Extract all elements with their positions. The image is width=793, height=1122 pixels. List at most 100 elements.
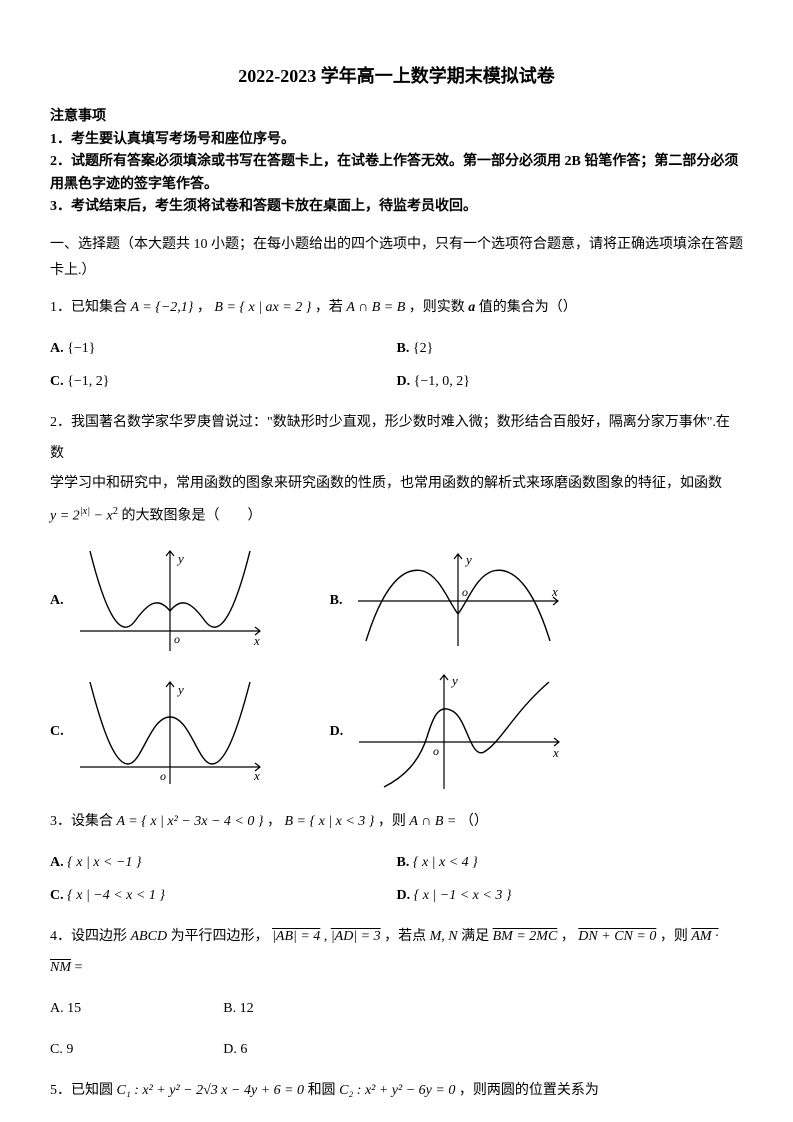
q3-optB-l: B. — [397, 855, 410, 870]
q1-optC: C. {−1, 2} — [50, 365, 397, 398]
instr-3: 3．考试结束后，考生须将试卷和答题卡放在桌面上，待监考员收回。 — [50, 196, 743, 218]
origin-label: o — [433, 744, 439, 758]
q3-optC-v: { x | −4 < x < 1 } — [67, 888, 165, 903]
q1-prefix: 1．已知集合 — [50, 300, 131, 315]
q3-optC: C. { x | −4 < x < 1 } — [50, 879, 397, 912]
q2-graphB: B. y x o — [330, 541, 569, 661]
q4-optA-l: A. — [50, 1001, 64, 1016]
q3-optB: B. { x | x < 4 } — [397, 846, 744, 879]
q2-fn-pre: y = 2 — [50, 509, 80, 524]
q2-graphs-row1: A. y x o B. y x o — [50, 541, 743, 661]
q4-optC: C. 9 — [50, 1033, 223, 1066]
q3-optA-v: { x | x < −1 } — [67, 855, 141, 870]
q2-fn-suf: 的大致图象是（ ） — [118, 509, 262, 524]
origin-label: o — [160, 769, 166, 783]
question-4: 4．设四边形 ABCD 为平行四边形， |AB| = 4 , |AD| = 3 … — [50, 922, 743, 984]
q4-m1: 为平行四边形， — [171, 929, 269, 944]
q2-graphA: A. y x o — [50, 541, 270, 661]
q3-m1: ， — [267, 814, 285, 829]
q4-mn: M, N — [430, 929, 458, 944]
q2-plotA-svg: y x o — [70, 541, 270, 661]
q4-eq2: DN + CN = 0 — [578, 929, 656, 944]
axis-x-label: x — [551, 584, 558, 599]
q4-optD: D. 6 — [223, 1033, 396, 1066]
origin-label: o — [462, 585, 468, 599]
q1-suffix: 值的集合为（） — [479, 300, 577, 315]
q3-suffix: （） — [460, 814, 488, 829]
q1-optA-l: A. — [50, 341, 64, 356]
instr-1: 1．考生要认真填写考场号和座位序号。 — [50, 129, 743, 151]
q2-plotC-svg: y x o — [70, 672, 270, 792]
instructions: 注意事项 1．考生要认真填写考场号和座位序号。 2．试题所有答案必须填涂或书写在… — [50, 106, 743, 218]
axis-x-label: x — [253, 633, 260, 648]
q5-m1: 和圆 — [308, 1083, 340, 1098]
q3-prefix: 3．设集合 — [50, 814, 117, 829]
q3-optA: A. { x | x < −1 } — [50, 846, 397, 879]
axis-x-label: x — [552, 745, 559, 760]
q4-m3: ，若点 — [384, 929, 430, 944]
q3-optA-l: A. — [50, 855, 64, 870]
q5-c1: : x² + y² − 2√3 x − 4y + 6 = 0 — [134, 1083, 304, 1098]
q4-optB-v: 12 — [240, 1001, 254, 1016]
q4-optA: A. 15 — [50, 992, 223, 1025]
q4-eq1: BM = 2MC — [493, 929, 558, 944]
q1-optB: B. {2} — [397, 332, 744, 365]
q5-c2l: C₂ — [339, 1083, 353, 1098]
axis-x-label: x — [253, 768, 260, 783]
q3-optD: D. { x | −1 < x < 3 } — [397, 879, 744, 912]
q2-fn-mid: − x — [90, 509, 113, 524]
q1-optD-v: {−1, 0, 2} — [414, 374, 470, 389]
q1-setA: A = {−2,1} — [131, 300, 194, 315]
page-title: 2022-2023 学年高一上数学期末模拟试卷 — [50, 60, 743, 92]
q3-optD-l: D. — [397, 888, 411, 903]
q1-optC-l: C. — [50, 374, 64, 389]
q1-m1: ， — [197, 300, 215, 315]
q4-break — [50, 1025, 743, 1033]
q3-setA: A = { x | x² − 3x − 4 < 0 } — [117, 814, 264, 829]
question-1: 1．已知集合 A = {−2,1} ， B = { x | ax = 2 } ，… — [50, 293, 743, 324]
q2-labelC: C. — [50, 719, 64, 744]
q3-optC-l: C. — [50, 888, 64, 903]
q5-suffix: ，则两圆的位置关系为 — [459, 1083, 599, 1098]
q2-l2: 学学习中和研究中，常用函数的图象来研究函数的性质，也常用函数的解析式来琢磨函数图… — [50, 469, 743, 500]
q2-fn: y = 2|x| − x2 的大致图象是（ ） — [50, 500, 743, 532]
q4-options: A. 15 B. 12 C. 9 D. 6 — [50, 992, 743, 1066]
q1-cond: A ∩ B = B — [346, 300, 405, 315]
q4-m6: ，则 — [660, 929, 692, 944]
q1-optD-l: D. — [397, 374, 411, 389]
q4-ad: |AD| = 3 — [331, 929, 381, 944]
q3-inter: A ∩ B = — [409, 814, 459, 829]
q2-graphs-row2: C. y x o D. y x o — [50, 667, 743, 797]
q4-abcd: ABCD — [131, 929, 168, 944]
q1-optA-v: {−1} — [67, 341, 95, 356]
q5-c2: : x² + y² − 6y = 0 — [357, 1083, 456, 1098]
q1-optA: A. {−1} — [50, 332, 397, 365]
q4-optD-v: 6 — [240, 1042, 247, 1057]
q2-plotD-svg: y x o — [349, 667, 569, 797]
origin-label: o — [174, 632, 180, 646]
q5-prefix: 5．已知圆 — [50, 1083, 117, 1098]
section-1-head: 一、选择题（本大题共 10 小题；在每小题给出的四个选项中，只有一个选项符合题意… — [50, 232, 743, 282]
q2-labelA: A. — [50, 588, 64, 613]
axis-y-label: y — [176, 551, 184, 566]
q4-optB-l: B. — [223, 1001, 236, 1016]
instr-head: 注意事项 — [50, 106, 743, 128]
q2-l1: 2．我国著名数学家华罗庚曾说过："数缺形时少直观，形少数时难入微；数形结合百般好… — [50, 408, 743, 470]
q4-optD-l: D. — [223, 1042, 237, 1057]
q4-m4: 满足 — [461, 929, 493, 944]
q4-optB: B. 12 — [223, 992, 396, 1025]
q4-m2: , — [324, 929, 331, 944]
question-5: 5．已知圆 C₁ : x² + y² − 2√3 x − 4y + 6 = 0 … — [50, 1076, 743, 1107]
q4-suffix: = — [75, 960, 83, 975]
q1-optB-l: B. — [397, 341, 410, 356]
q3-setB: B = { x | x < 3 } — [284, 814, 374, 829]
q4-m5: ， — [561, 929, 579, 944]
axis-y-label: y — [450, 673, 458, 688]
q2-labelD: D. — [330, 719, 344, 744]
axis-y-label: y — [464, 552, 472, 567]
q1-a: a — [468, 300, 475, 315]
q3-m2: ，则 — [378, 814, 410, 829]
q2-labelB: B. — [330, 588, 343, 613]
q2-graphD: D. y x o — [330, 667, 570, 797]
q4-prefix: 4．设四边形 — [50, 929, 131, 944]
